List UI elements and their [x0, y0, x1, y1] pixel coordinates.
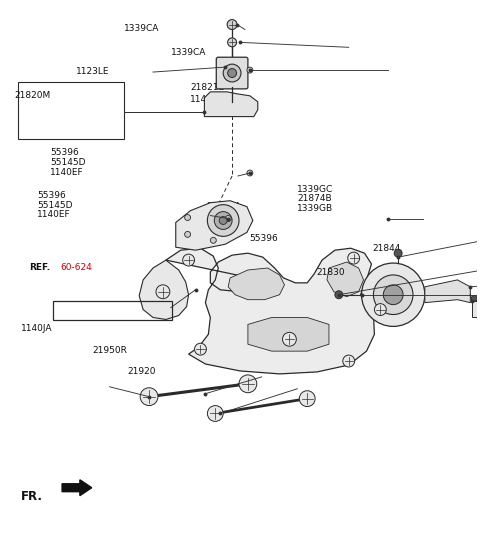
Circle shape — [228, 68, 237, 77]
Text: 55396: 55396 — [50, 148, 79, 158]
Circle shape — [207, 406, 223, 421]
Polygon shape — [228, 268, 285, 300]
Circle shape — [183, 254, 194, 266]
Text: 21830: 21830 — [316, 268, 345, 277]
Text: 60-624: 60-624 — [60, 264, 92, 272]
Polygon shape — [425, 280, 470, 303]
Text: 21880E: 21880E — [378, 290, 412, 299]
Circle shape — [394, 249, 402, 257]
Text: 1140EF: 1140EF — [37, 210, 71, 219]
Text: 21821E: 21821E — [190, 83, 224, 93]
Text: REF.: REF. — [29, 264, 50, 272]
Circle shape — [247, 170, 253, 176]
Text: 1339CA: 1339CA — [171, 48, 206, 58]
Polygon shape — [166, 248, 374, 374]
Circle shape — [373, 275, 413, 315]
Text: 1339GC: 1339GC — [297, 185, 333, 194]
Polygon shape — [62, 480, 92, 495]
Text: 55396: 55396 — [37, 191, 66, 200]
Text: 1339CA: 1339CA — [124, 24, 159, 33]
Circle shape — [335, 291, 343, 299]
Text: 55145D: 55145D — [37, 201, 72, 210]
Circle shape — [214, 211, 232, 229]
Polygon shape — [139, 260, 189, 320]
Text: 55396: 55396 — [250, 233, 278, 243]
FancyBboxPatch shape — [472, 301, 480, 316]
Circle shape — [228, 38, 237, 47]
Text: 1123LE: 1123LE — [76, 67, 110, 76]
Circle shape — [207, 204, 239, 236]
Circle shape — [227, 19, 237, 30]
Circle shape — [194, 343, 206, 355]
Text: 21810A: 21810A — [207, 202, 241, 211]
Polygon shape — [248, 317, 329, 351]
Circle shape — [300, 391, 315, 407]
Text: 21874B: 21874B — [297, 194, 332, 203]
Text: 21844: 21844 — [373, 244, 401, 253]
Circle shape — [283, 332, 296, 346]
Circle shape — [384, 285, 403, 305]
Circle shape — [348, 252, 360, 264]
Text: 21820M: 21820M — [14, 91, 51, 100]
Circle shape — [185, 231, 191, 237]
FancyBboxPatch shape — [216, 57, 248, 89]
Polygon shape — [204, 92, 258, 117]
Circle shape — [361, 263, 425, 327]
Text: 1140EF: 1140EF — [50, 168, 84, 176]
Text: 1339GB: 1339GB — [297, 204, 333, 213]
Text: 21920: 21920 — [127, 367, 156, 376]
Circle shape — [210, 237, 216, 243]
Circle shape — [156, 285, 170, 299]
Text: FR.: FR. — [21, 490, 43, 504]
Polygon shape — [176, 201, 253, 250]
Text: 21950R: 21950R — [92, 346, 127, 356]
Polygon shape — [327, 262, 363, 297]
Circle shape — [185, 215, 191, 221]
Circle shape — [374, 303, 386, 315]
Circle shape — [471, 296, 477, 302]
Circle shape — [239, 375, 257, 393]
Circle shape — [343, 355, 355, 367]
Circle shape — [140, 388, 158, 406]
Circle shape — [219, 217, 227, 224]
Circle shape — [225, 216, 231, 222]
Circle shape — [247, 67, 253, 73]
Circle shape — [223, 64, 241, 82]
Text: 1140JA: 1140JA — [21, 324, 52, 333]
Text: 55145D: 55145D — [50, 158, 86, 167]
Text: 1140HC: 1140HC — [190, 95, 226, 104]
